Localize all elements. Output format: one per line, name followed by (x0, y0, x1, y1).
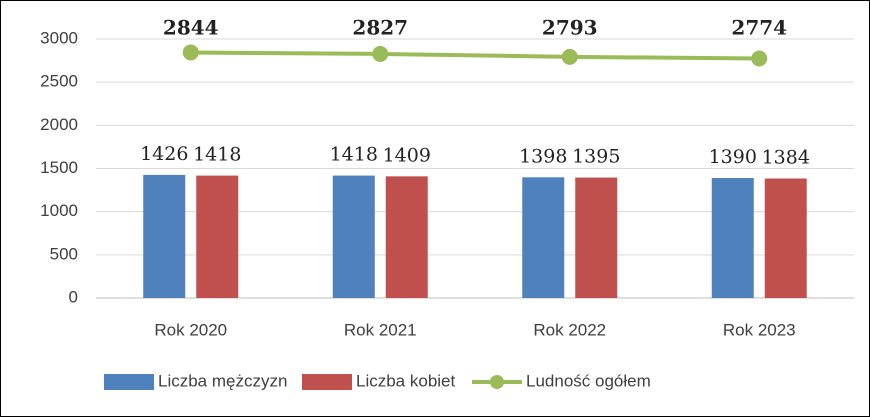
line-value-label: 2793 (542, 16, 598, 40)
bar-value-label: 1418 (193, 144, 241, 166)
y-tick-label: 2000 (40, 115, 78, 134)
bar-value-label: 1384 (762, 147, 810, 169)
bar-value-label: 1398 (519, 145, 567, 167)
bar (385, 176, 428, 298)
legend-swatch (302, 374, 352, 390)
bar-value-label: 1390 (709, 146, 757, 168)
legend-swatch-marker (490, 375, 504, 389)
legend-label: Ludność ogółem (526, 371, 651, 390)
bar (711, 177, 754, 298)
legend-label: Liczba kobiet (356, 371, 456, 390)
bar (196, 175, 239, 298)
bar-value-label: 1418 (330, 144, 378, 166)
x-tick-label: Rok 2022 (533, 320, 606, 339)
bar-value-label: 1409 (383, 144, 431, 166)
bar-value-label: 1426 (140, 143, 188, 165)
line-marker (182, 44, 199, 61)
bar (143, 174, 186, 298)
x-tick-label: Rok 2020 (154, 320, 227, 339)
line-value-label: 2844 (163, 16, 219, 40)
y-tick-label: 1000 (40, 201, 78, 220)
bar (522, 177, 565, 298)
y-tick-label: 2500 (40, 72, 78, 91)
line (188, 50, 762, 61)
legend-swatch (104, 374, 154, 390)
line-marker (561, 48, 578, 65)
line-value-label: 2774 (731, 16, 787, 40)
legend-label: Liczba mężczyzn (158, 371, 287, 390)
y-tick-label: 3000 (40, 28, 78, 47)
bar (332, 175, 375, 298)
line-marker (372, 45, 389, 62)
line-value-label: 2827 (352, 16, 408, 40)
bar-value-label: 1395 (572, 146, 620, 168)
y-tick-label: 500 (50, 244, 78, 263)
bar (575, 177, 618, 298)
x-tick-label: Rok 2021 (344, 320, 417, 339)
x-tick-label: Rok 2023 (723, 320, 796, 339)
line-marker (751, 50, 768, 67)
y-tick-label: 0 (69, 287, 78, 306)
bar (764, 178, 807, 298)
y-tick-label: 1500 (40, 158, 78, 177)
